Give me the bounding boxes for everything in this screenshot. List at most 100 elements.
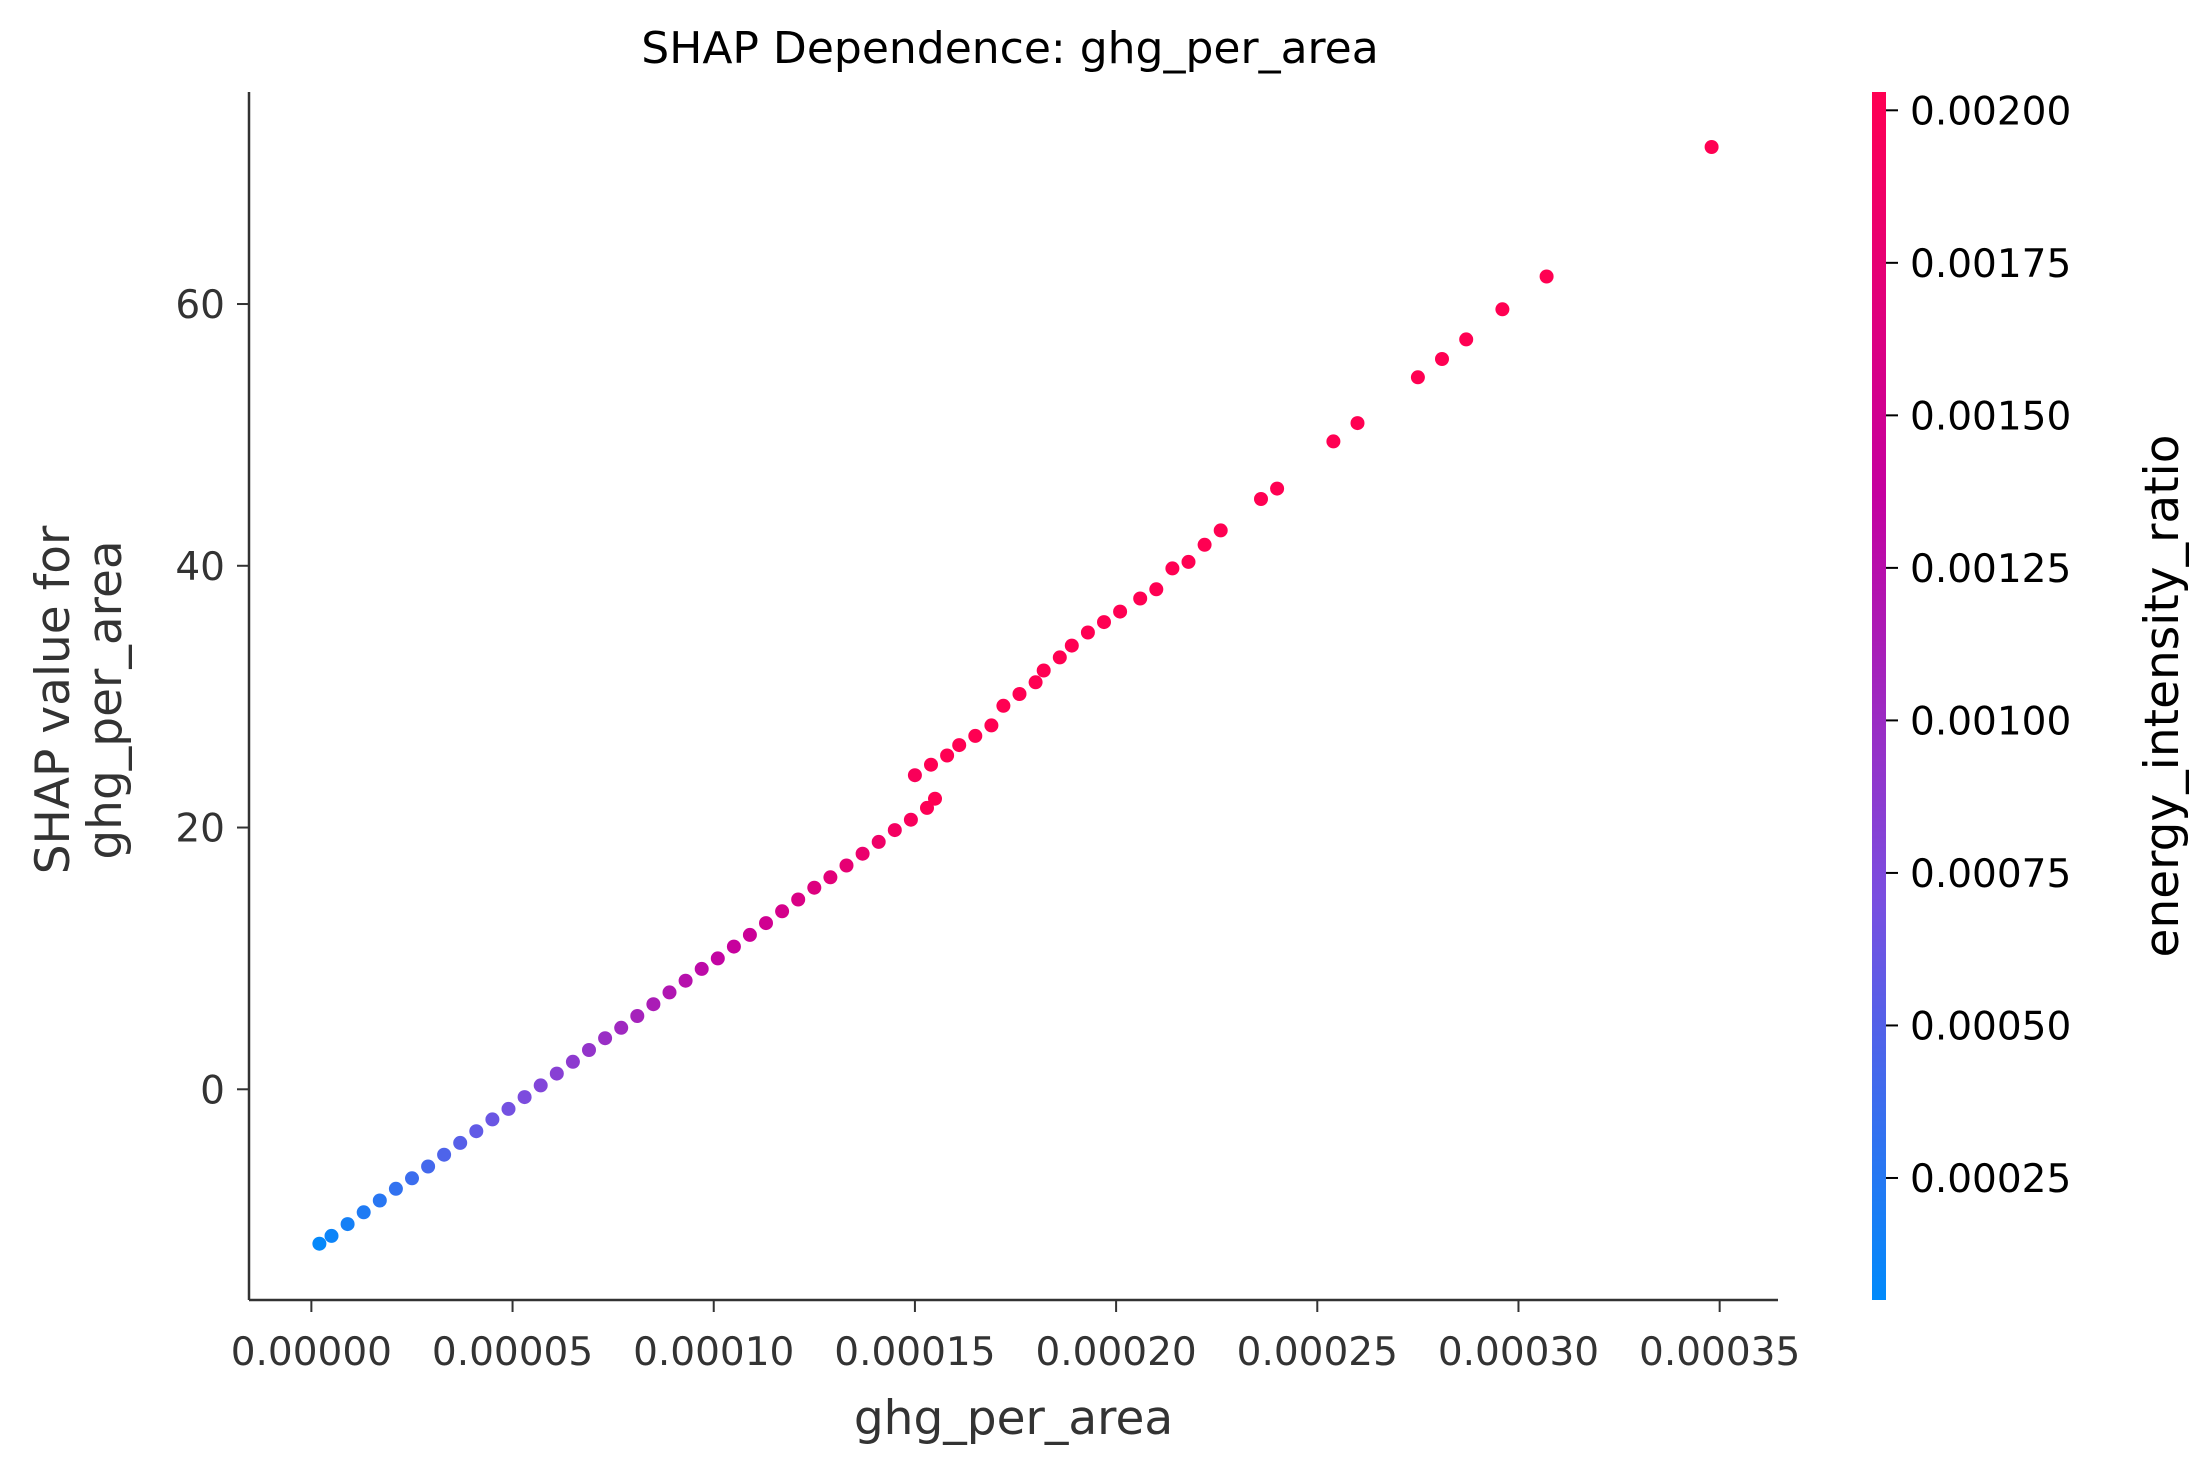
- scatter-point: [759, 916, 773, 931]
- scatter-point: [1181, 554, 1196, 569]
- scatter-point: [630, 1009, 645, 1023]
- colorbar-tick-label: 0.00050: [1910, 1004, 2071, 1049]
- colorbar-gradient: [1872, 92, 1886, 1300]
- scatter-point: [1495, 302, 1510, 317]
- scatter-point: [920, 800, 934, 815]
- x-tick-label: 0.00025: [1237, 1330, 1398, 1375]
- scatter-point: [1133, 591, 1148, 606]
- x-tick-label: 0.00015: [834, 1330, 995, 1375]
- colorbar-tick-label: 0.00150: [1910, 394, 2071, 439]
- scatter-point: [646, 997, 661, 1012]
- scatter-point: [903, 812, 918, 827]
- scatter-point: [1165, 561, 1180, 576]
- scatter-point: [533, 1078, 548, 1093]
- scatter-point: [996, 698, 1011, 713]
- scatter-point: [742, 927, 757, 942]
- scatter-point: [1012, 687, 1027, 701]
- y-axis-label-line: ghg_per_area: [78, 540, 133, 859]
- scatter-point: [726, 939, 741, 954]
- scatter-point: [469, 1124, 484, 1139]
- scatter-point: [839, 858, 854, 873]
- scatter-point: [485, 1112, 500, 1127]
- scatter-point: [1539, 269, 1554, 284]
- scatter-point: [952, 738, 967, 753]
- scatter-point: [582, 1043, 596, 1057]
- scatter-point: [437, 1147, 452, 1162]
- scatter-point: [823, 870, 838, 885]
- scatter-point: [887, 823, 902, 838]
- scatter-point: [694, 961, 709, 976]
- scatter-point: [1459, 332, 1474, 347]
- scatter-point: [614, 1020, 629, 1035]
- scatter-points: [312, 140, 1719, 1251]
- scatter-point: [1197, 537, 1212, 552]
- scatter-point: [1435, 352, 1449, 366]
- scatter-point: [501, 1101, 516, 1116]
- scatter-point: [871, 834, 886, 849]
- colorbar-label: energy_intensity_ratio: [2135, 435, 2190, 958]
- x-tick-label: 0.00020: [1035, 1330, 1196, 1375]
- scatter-point: [1113, 604, 1128, 619]
- scatter-point: [1410, 370, 1425, 385]
- scatter-point: [1254, 492, 1268, 506]
- scatter-point: [598, 1031, 613, 1046]
- scatter-point: [372, 1193, 387, 1208]
- scatter-point: [453, 1135, 468, 1150]
- scatter-point: [517, 1090, 532, 1105]
- colorbar-tick-label: 0.00200: [1910, 89, 2071, 134]
- colorbar-tick-label: 0.00075: [1910, 852, 2071, 897]
- y-tick-label: 20: [175, 807, 225, 852]
- y-tick-label: 60: [175, 283, 225, 328]
- y-tick-label: 40: [175, 545, 225, 590]
- scatter-point: [356, 1205, 371, 1220]
- x-tick-label: 0.00030: [1438, 1330, 1599, 1375]
- scatter-point: [678, 973, 693, 988]
- scatter-point: [710, 951, 725, 966]
- scatter-point: [549, 1066, 564, 1081]
- scatter-point: [907, 768, 922, 783]
- scatter-point: [405, 1171, 419, 1186]
- scatter-point: [807, 880, 822, 895]
- x-tick-label: 0.00010: [633, 1330, 794, 1375]
- scatter-point: [1036, 663, 1051, 678]
- scatter-point: [1350, 416, 1365, 431]
- x-tick-label: 0.00035: [1639, 1330, 1800, 1375]
- colorbar: 0.00025 0.00050 0.00075 0.00100 0.00125 0.001…: [1872, 89, 2190, 1300]
- scatter-point: [1052, 650, 1067, 665]
- scatter-point: [662, 985, 677, 1000]
- scatter-point: [855, 846, 870, 861]
- scatter-point: [565, 1054, 580, 1069]
- y-axis-label-line: SHAP value for: [26, 525, 81, 874]
- scatter-point: [340, 1217, 355, 1232]
- scatter-point: [791, 892, 806, 907]
- x-tick-label: 0.00000: [231, 1330, 392, 1375]
- colorbar-tick-label: 0.00100: [1910, 699, 2071, 744]
- scatter-point: [324, 1228, 339, 1243]
- scatter-point: [940, 748, 955, 763]
- scatter-point: [1097, 615, 1111, 630]
- x-axis-label: ghg_per_area: [854, 1391, 1173, 1446]
- colorbar-tick-label: 0.00025: [1910, 1157, 2071, 1202]
- scatter-point: [968, 728, 983, 743]
- scatter-point: [1149, 582, 1164, 597]
- scatter-point: [312, 1236, 327, 1251]
- scatter-point: [388, 1181, 403, 1196]
- scatter-point: [1704, 140, 1719, 154]
- scatter-point: [1028, 675, 1043, 690]
- colorbar-tick-label: 0.00125: [1910, 547, 2071, 592]
- axes: 0.00000 0.00005 0.00010 0.00015 0.00020 0.000…: [26, 92, 1800, 1446]
- chart-title: SHAP Dependence: ghg_per_area: [641, 23, 1378, 74]
- colorbar-tick-label: 0.00175: [1910, 242, 2071, 287]
- scatter-point: [1213, 523, 1228, 538]
- scatter-point: [1326, 434, 1341, 449]
- y-axis-label: SHAP value forghg_per_area: [26, 525, 133, 874]
- scatter-point: [1080, 625, 1095, 640]
- scatter-point: [928, 791, 942, 806]
- y-tick-label: 0: [200, 1068, 225, 1113]
- scatter-point: [421, 1159, 436, 1174]
- scatter-point: [775, 904, 790, 919]
- scatter-point: [1270, 481, 1285, 496]
- scatter-point: [1064, 638, 1079, 653]
- x-tick-label: 0.00005: [432, 1330, 593, 1375]
